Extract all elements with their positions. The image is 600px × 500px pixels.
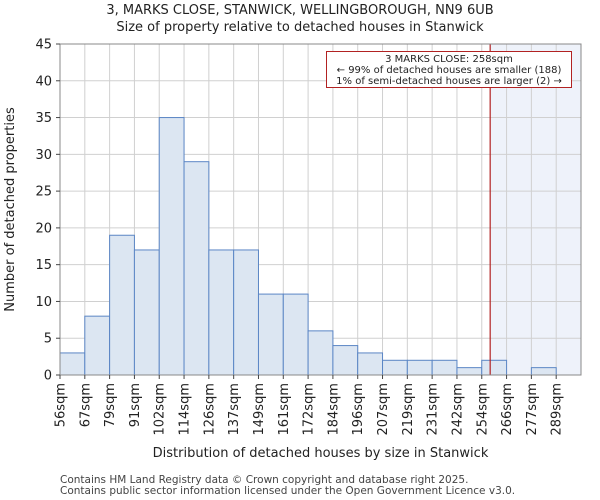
x-tick-label-242sqm: 242sqm <box>450 383 465 436</box>
bar-196sqm <box>357 352 384 376</box>
x-tick-label-91sqm: 91sqm <box>128 383 143 427</box>
x-axis-label: Distribution of detached houses by size … <box>153 446 489 461</box>
chart-subtitle: Size of property relative to detached ho… <box>116 20 484 35</box>
x-tick-label-79sqm: 79sqm <box>103 383 118 427</box>
x-tick-label-149sqm: 149sqm <box>252 383 267 436</box>
highlight-region <box>490 44 581 375</box>
x-tick-label-67sqm: 67sqm <box>78 383 93 427</box>
bar-67sqm <box>84 315 111 376</box>
bar-207sqm <box>382 359 408 376</box>
y-tick-label-40: 40 <box>35 74 52 89</box>
bar-254sqm <box>481 359 508 376</box>
x-tick-label-219sqm: 219sqm <box>401 383 416 436</box>
annotation-line-3: 1% of semi-detached houses are larger (2… <box>336 76 562 87</box>
x-tick-label-126sqm: 126sqm <box>202 383 217 436</box>
annotation-line-1: 3 MARKS CLOSE: 258sqm <box>385 54 513 65</box>
bar-184sqm <box>332 345 359 376</box>
y-tick-label-5: 5 <box>44 332 52 347</box>
y-tick-label-30: 30 <box>35 148 52 163</box>
x-tick-label-231sqm: 231sqm <box>426 383 441 436</box>
x-tick-label-161sqm: 161sqm <box>277 383 292 436</box>
x-tick-label-277sqm: 277sqm <box>525 383 540 436</box>
y-tick-label-25: 25 <box>35 185 52 200</box>
bar-231sqm <box>431 359 458 376</box>
bar-137sqm <box>233 249 259 376</box>
x-tick-label-137sqm: 137sqm <box>227 383 242 436</box>
bar-277sqm <box>530 367 557 376</box>
y-tick-label-20: 20 <box>35 221 52 236</box>
bar-172sqm <box>307 330 334 376</box>
bar-56sqm <box>59 352 86 376</box>
x-tick-label-289sqm: 289sqm <box>550 383 565 436</box>
bar-126sqm <box>208 249 235 376</box>
plot-frame <box>59 43 582 376</box>
x-tick-label-207sqm: 207sqm <box>376 383 391 436</box>
x-tick-label-56sqm: 56sqm <box>54 383 69 427</box>
x-tick-label-102sqm: 102sqm <box>153 383 168 436</box>
x-tick-label-196sqm: 196sqm <box>351 383 366 436</box>
chart-title: 3, MARKS CLOSE, STANWICK, WELLINGBOROUGH… <box>106 3 494 18</box>
y-tick-label-35: 35 <box>35 111 52 126</box>
x-tick-label-172sqm: 172sqm <box>302 383 317 436</box>
y-tick-label-10: 10 <box>35 295 52 310</box>
bar-161sqm <box>282 293 309 376</box>
marker-annotation-box: 3 MARKS CLOSE: 258sqm ← 99% of detached … <box>326 51 572 88</box>
footer-licence: Contains public sector information licen… <box>60 485 516 497</box>
y-tick-label-0: 0 <box>44 369 52 384</box>
x-tick-label-254sqm: 254sqm <box>475 383 490 436</box>
y-tick-label-15: 15 <box>35 258 52 273</box>
bar-79sqm <box>109 234 135 376</box>
bar-102sqm <box>158 117 185 376</box>
y-tick-label-45: 45 <box>35 38 52 53</box>
annotation-line-2: ← 99% of detached houses are smaller (18… <box>336 65 562 76</box>
bar-242sqm <box>456 367 483 376</box>
x-tick-label-184sqm: 184sqm <box>326 383 341 436</box>
x-tick-label-114sqm: 114sqm <box>178 383 193 436</box>
bar-219sqm <box>406 359 433 376</box>
footer-copyright: Contains HM Land Registry data © Crown c… <box>60 474 469 486</box>
x-tick-label-266sqm: 266sqm <box>500 383 515 436</box>
bar-91sqm <box>133 249 160 376</box>
y-axis-label: Number of detached properties <box>3 107 18 312</box>
bar-114sqm <box>183 161 210 376</box>
bar-149sqm <box>257 293 284 376</box>
